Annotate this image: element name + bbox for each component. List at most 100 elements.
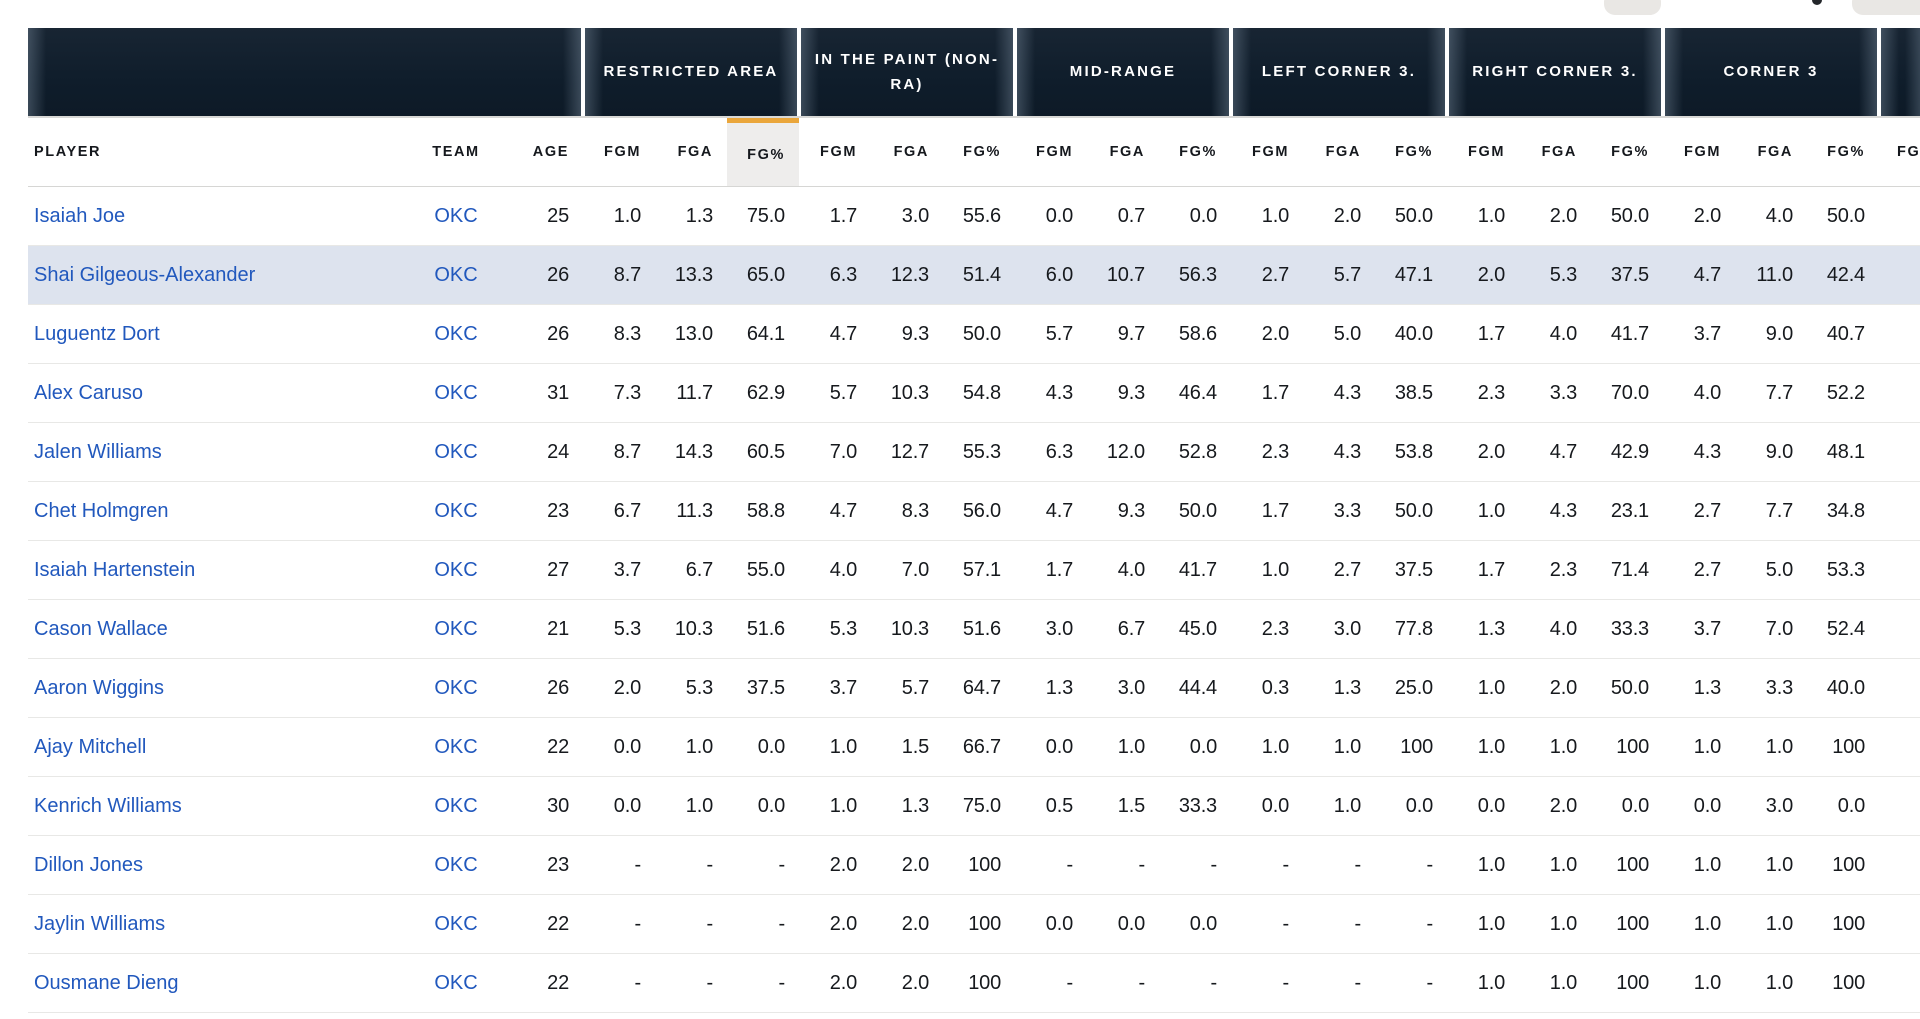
team-link[interactable]: OKC xyxy=(434,381,478,404)
team-link[interactable]: OKC xyxy=(434,263,478,286)
player-link[interactable]: Alex Caruso xyxy=(34,381,143,404)
table-row: Luguentz Dort OKC 26 8.3 13.0 64.1 4.7 9.3 50.0 5… xyxy=(28,305,1920,364)
stat-cell-mid-range-fga: 9.3 xyxy=(1117,381,1145,404)
player-link[interactable]: Ajay Mitchell xyxy=(34,735,147,758)
stat-cell-corner-3-fgm: 2.7 xyxy=(1693,558,1721,581)
team-link[interactable]: OKC xyxy=(434,971,478,994)
team-link[interactable]: OKC xyxy=(434,676,478,699)
team-link[interactable]: OKC xyxy=(434,912,478,935)
group-header-restricted-area: RESTRICTED AREA xyxy=(585,28,797,116)
stat-cell-restricted-area-fgpct: 62.9 xyxy=(746,381,785,404)
column-header-in-the-paint-non-ra-fgm[interactable]: FGM xyxy=(819,144,857,160)
player-link[interactable]: Cason Wallace xyxy=(34,617,168,640)
stat-cell-corner-3-fga: 1.0 xyxy=(1765,971,1793,994)
player-link[interactable]: Jaylin Williams xyxy=(34,912,166,935)
column-header-corner-3-fga[interactable]: FGA xyxy=(1757,144,1793,160)
stat-cell-in-the-paint-non-ra-fgpct: 64.7 xyxy=(962,676,1001,699)
column-header-right-corner-3-fgpct[interactable]: FG% xyxy=(1611,144,1649,160)
player-link[interactable]: Isaiah Joe xyxy=(34,204,126,227)
stat-cell-in-the-paint-non-ra-fga: 8.3 xyxy=(901,499,929,522)
column-header-in-the-paint-non-ra-fgpct[interactable]: FG% xyxy=(963,144,1001,160)
column-header-mid-range-fgm[interactable]: FGM xyxy=(1035,144,1073,160)
stat-cell-right-corner-3-fgm: 1.0 xyxy=(1477,853,1505,876)
player-link[interactable]: Aaron Wiggins xyxy=(34,676,165,699)
stat-cell-left-corner-3-fga: 3.3 xyxy=(1333,499,1361,522)
stat-cell-in-the-paint-non-ra-fgm: 4.0 xyxy=(829,558,857,581)
cutoff-control-right[interactable] xyxy=(1852,0,1920,15)
team-link[interactable]: OKC xyxy=(434,204,478,227)
stat-cell-restricted-area-fgm: 0.0 xyxy=(613,735,641,758)
column-header-mid-range-fgpct[interactable]: FG% xyxy=(1179,144,1217,160)
team-link[interactable]: OKC xyxy=(434,440,478,463)
stat-cell-mid-range-fgpct: 45.0 xyxy=(1178,617,1217,640)
column-header-corner-3-fgpct[interactable]: FG% xyxy=(1827,144,1865,160)
team-link[interactable]: OKC xyxy=(434,558,478,581)
column-header-right-corner-3-fga[interactable]: FGA xyxy=(1541,144,1577,160)
team-cell: OKC xyxy=(401,913,511,936)
stat-cell-left-corner-3-fga: 5.7 xyxy=(1333,263,1361,286)
stat-cell-restricted-area-fgpct: 0.0 xyxy=(757,794,785,817)
column-header-team[interactable]: TEAM xyxy=(432,144,480,160)
player-link[interactable]: Kenrich Williams xyxy=(34,794,182,817)
column-header-left-corner-3-fgm[interactable]: FGM xyxy=(1251,144,1289,160)
group-header-next-partial xyxy=(1881,28,1920,116)
stat-cell-mid-range-fgpct: 50.0 xyxy=(1178,499,1217,522)
column-header-mid-range-fga[interactable]: FGA xyxy=(1109,144,1145,160)
stat-cell-right-corner-3-fgpct: 100 xyxy=(1616,735,1649,758)
column-header-in-the-paint-non-ra-fga[interactable]: FGA xyxy=(893,144,929,160)
stat-cell-mid-range-fga: 1.0 xyxy=(1117,735,1145,758)
stat-cell-right-corner-3-fgm: 1.0 xyxy=(1477,912,1505,935)
column-header-restricted-area-fgpct[interactable]: FG% xyxy=(727,118,799,186)
player-link[interactable]: Dillon Jones xyxy=(34,853,143,876)
column-header-corner-3-fgm[interactable]: FGM xyxy=(1683,144,1721,160)
stat-cell-in-the-paint-non-ra-fgm: 5.3 xyxy=(829,617,857,640)
team-cell: OKC xyxy=(401,441,511,464)
stat-cell-right-corner-3-fga: 3.3 xyxy=(1549,381,1577,404)
player-link[interactable]: Jalen Williams xyxy=(34,440,162,463)
group-header-label: CORNER 3 xyxy=(1723,63,1819,81)
stat-cell-right-corner-3-fgpct: 71.4 xyxy=(1610,558,1649,581)
team-link[interactable]: OKC xyxy=(434,853,478,876)
column-header-next-partial[interactable]: FGM xyxy=(1897,144,1920,160)
team-link[interactable]: OKC xyxy=(434,735,478,758)
stat-cell-corner-3-fga: 4.0 xyxy=(1765,204,1793,227)
stat-cell-restricted-area-fga: 6.7 xyxy=(685,558,713,581)
stat-cell-mid-range-fgm: 0.0 xyxy=(1045,735,1073,758)
stat-cell-right-corner-3-fgm: 2.0 xyxy=(1477,440,1505,463)
stat-cell-restricted-area-fga: 11.7 xyxy=(676,381,713,404)
player-link[interactable]: Isaiah Hartenstein xyxy=(34,558,196,581)
stat-cell-left-corner-3-fga: 2.7 xyxy=(1333,558,1361,581)
column-header-restricted-area-fga[interactable]: FGA xyxy=(677,144,713,160)
column-header-left-corner-3-fgpct[interactable]: FG% xyxy=(1395,144,1433,160)
player-link[interactable]: Ousmane Dieng xyxy=(34,971,179,994)
column-header-player[interactable]: PLAYER xyxy=(34,144,102,160)
team-link[interactable]: OKC xyxy=(434,499,478,522)
player-link[interactable]: Luguentz Dort xyxy=(34,322,160,345)
stat-cell-corner-3-fgm: 1.0 xyxy=(1693,912,1721,935)
player-link[interactable]: Chet Holmgren xyxy=(34,499,169,522)
team-link[interactable]: OKC xyxy=(434,617,478,640)
stat-cell-restricted-area-fgpct: - xyxy=(778,853,786,876)
team-link[interactable]: OKC xyxy=(434,794,478,817)
stat-cell-in-the-paint-non-ra-fga: 5.7 xyxy=(901,676,929,699)
team-cell: OKC xyxy=(401,500,511,523)
player-link[interactable]: Shai Gilgeous-Alexander xyxy=(34,263,256,286)
cutoff-control-left[interactable] xyxy=(1604,0,1661,15)
stat-cell-restricted-area-fgpct: - xyxy=(778,971,786,994)
stat-cell-right-corner-3-fga: 2.3 xyxy=(1549,558,1577,581)
column-header-left-corner-3-fga[interactable]: FGA xyxy=(1325,144,1361,160)
stat-cell-restricted-area-fgm: 2.0 xyxy=(613,676,641,699)
team-link[interactable]: OKC xyxy=(434,322,478,345)
age-cell: 26 xyxy=(547,676,569,699)
column-header-restricted-area-fgm[interactable]: FGM xyxy=(603,144,641,160)
stat-cell-left-corner-3-fga: 2.0 xyxy=(1333,204,1361,227)
stat-cell-left-corner-3-fga: 1.0 xyxy=(1333,735,1361,758)
top-strip xyxy=(0,0,1920,28)
stat-cell-restricted-area-fgm: 0.0 xyxy=(613,794,641,817)
stat-cell-restricted-area-fgm: - xyxy=(634,853,642,876)
column-header-age[interactable]: AGE xyxy=(532,144,569,160)
stat-cell-in-the-paint-non-ra-fgm: 4.7 xyxy=(829,499,857,522)
stat-cell-right-corner-3-fga: 4.0 xyxy=(1549,617,1577,640)
stat-cell-restricted-area-fgpct: - xyxy=(778,912,786,935)
column-header-right-corner-3-fgm[interactable]: FGM xyxy=(1467,144,1505,160)
